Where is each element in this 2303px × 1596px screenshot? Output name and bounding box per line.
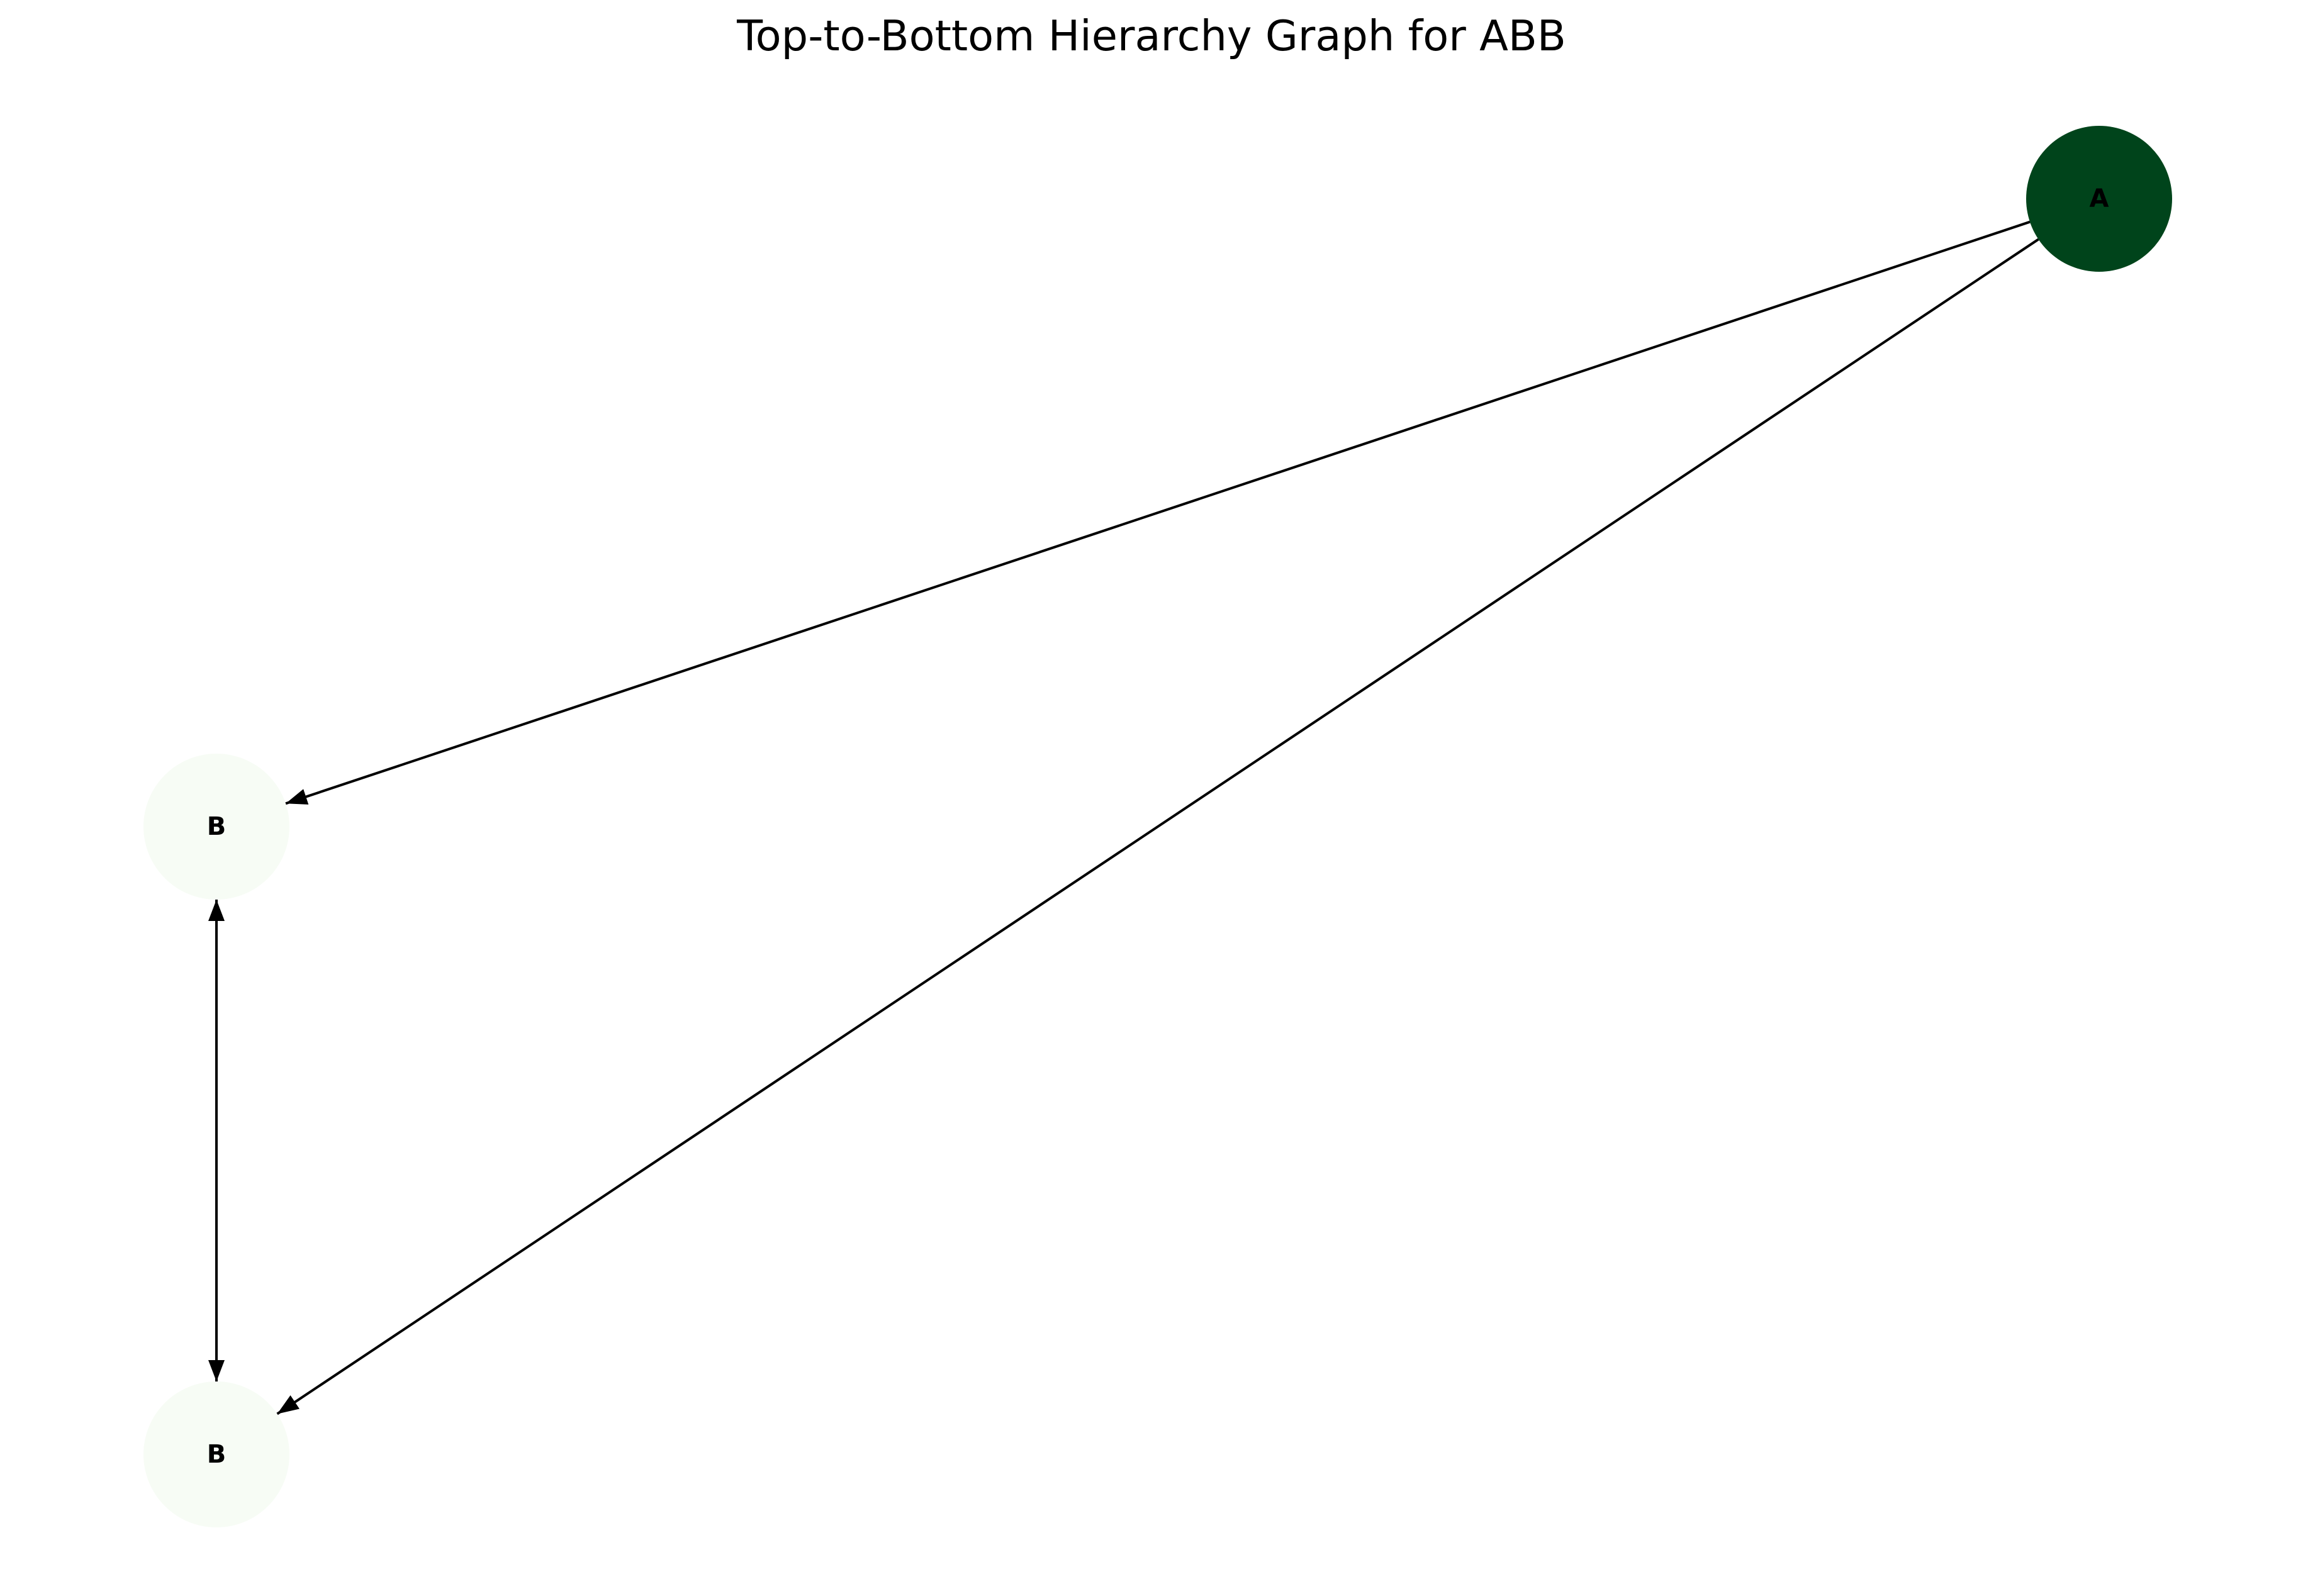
edges-layer bbox=[208, 220, 2039, 1415]
node-label-n_a: A bbox=[2090, 184, 2109, 213]
edge-n_a-to-n_b2 bbox=[276, 238, 2039, 1415]
edge-n_a-to-n_b1 bbox=[285, 220, 2031, 805]
node-label-n_b2: B bbox=[207, 1440, 227, 1469]
node-circle-n_b2 bbox=[143, 1381, 289, 1527]
graph-title: Top-to-Bottom Hierarchy Graph for ABB bbox=[736, 11, 1566, 60]
graph-node-n_a: A bbox=[2026, 126, 2172, 272]
graph-node-n_b1: B bbox=[143, 754, 289, 900]
nodes-layer: A B B bbox=[143, 126, 2172, 1527]
node-circle-n_a bbox=[2026, 126, 2172, 272]
node-label-n_b1: B bbox=[207, 812, 227, 841]
graph-node-n_b2: B bbox=[143, 1381, 289, 1527]
node-circle-n_b1 bbox=[143, 754, 289, 900]
